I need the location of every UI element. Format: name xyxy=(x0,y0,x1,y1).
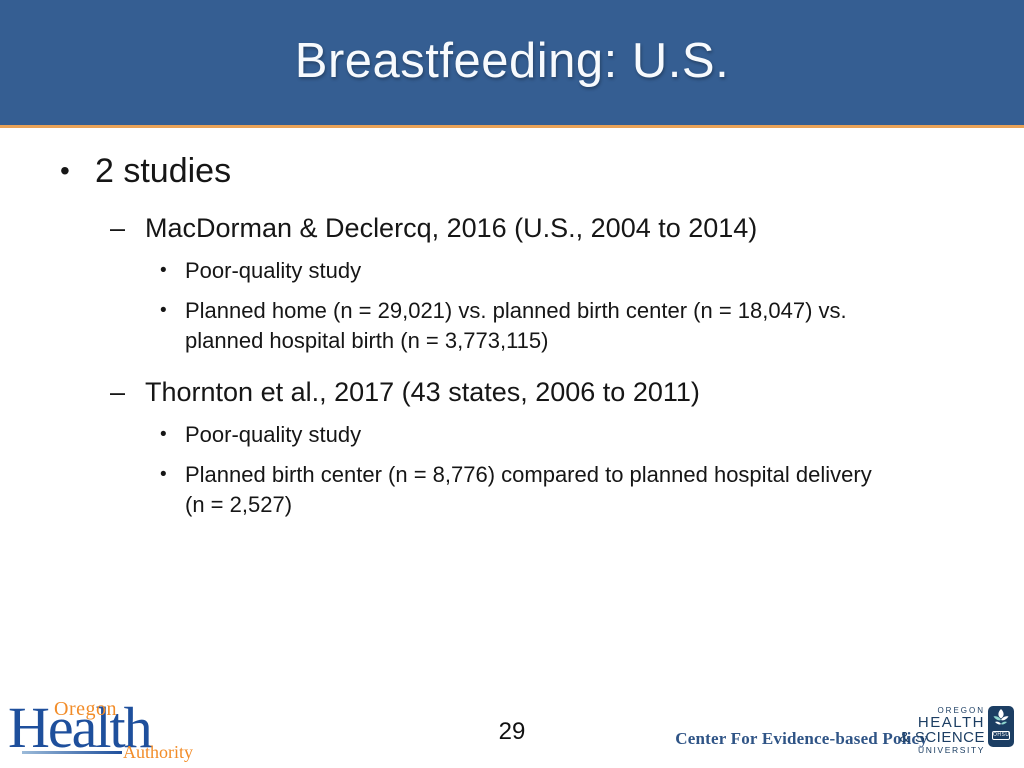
bullet-dot-icon: • xyxy=(160,300,167,321)
sub-bullet-text: Planned home (n = 29,021) vs. planned bi… xyxy=(185,296,847,356)
slide-body: • 2 studies – MacDorman & Declercq, 2016… xyxy=(0,150,1024,520)
study-heading-text: Thornton et al., 2017 (43 states, 2006 t… xyxy=(145,377,700,407)
ohsu-university-label: UNIVERSITY xyxy=(917,745,985,755)
ohsu-badge: OHSU xyxy=(988,706,1014,747)
ohsu-science-label: & SCIENCE xyxy=(899,729,985,746)
oha-health-wordmark: Health xyxy=(8,695,153,760)
sub-bullet-line: (n = 2,527) xyxy=(185,492,293,517)
sub-bullet-line: Poor-quality study xyxy=(185,422,362,447)
bullet-dot-icon: • xyxy=(160,464,167,485)
bullet-dot-icon: • xyxy=(60,155,70,186)
cebp-wordmark: Center For Evidence-based Policy xyxy=(675,729,928,748)
page-number: 29 xyxy=(498,718,526,745)
ohsu-oregon-label: OREGON xyxy=(937,706,985,715)
slide-title: Breastfeeding: U.S. xyxy=(294,34,730,88)
bullet-dot-icon: • xyxy=(160,260,167,281)
sub-bullet-text: Poor-quality study xyxy=(185,420,361,450)
bullet-dot-icon: • xyxy=(160,424,167,445)
oha-authority-wordmark: Authority xyxy=(123,742,193,762)
oha-divider-line xyxy=(22,751,122,754)
sub-bullet-line: Poor-quality study xyxy=(185,258,362,283)
bullet-item-level1: • 2 studies xyxy=(0,150,1024,192)
study-heading: – MacDorman & Declercq, 2016 (U.S., 2004… xyxy=(0,210,1024,246)
slide-footer: Health Oregon Authority 29 Center For Ev… xyxy=(0,690,1024,768)
sub-bullet-item: • Planned home (n = 29,021) vs. planned … xyxy=(0,296,1024,356)
sub-bullet-text: Planned birth center (n = 8,776) compare… xyxy=(185,460,872,520)
oha-oregon-wordmark: Oregon xyxy=(54,698,117,720)
bullet-text: 2 studies xyxy=(95,152,232,190)
study-heading: – Thornton et al., 2017 (43 states, 2006… xyxy=(0,374,1024,410)
ohsu-wordmark: OREGON HEALTH & SCIENCE UNIVERSITY xyxy=(900,706,985,756)
sub-bullet-line: Planned birth center (n = 8,776) compare… xyxy=(185,462,872,487)
dash-marker-icon: – xyxy=(110,213,126,243)
sub-bullet-line: planned hospital birth (n = 3,773,115) xyxy=(185,328,549,353)
oregon-health-authority-logo: Health Oregon Authority xyxy=(8,698,208,764)
ohsu-logo: OREGON HEALTH & SCIENCE UNIVERSITY OHSU xyxy=(900,706,1014,756)
ohsu-mini-label: OHSU xyxy=(992,731,1010,740)
dash-marker-icon: – xyxy=(110,377,126,407)
sub-bullet-item: • Poor-quality study xyxy=(0,256,1024,286)
study-heading-text: MacDorman & Declercq, 2016 (U.S., 2004 t… xyxy=(145,213,758,243)
slide-title-bar: Breastfeeding: U.S. xyxy=(0,0,1024,128)
sub-bullet-line: Planned home (n = 29,021) vs. planned bi… xyxy=(185,298,847,323)
sub-bullet-item: • Planned birth center (n = 8,776) compa… xyxy=(0,460,1024,520)
sub-bullet-item: • Poor-quality study xyxy=(0,420,1024,450)
ohsu-health-label: HEALTH xyxy=(917,714,985,731)
sub-bullet-text: Poor-quality study xyxy=(185,256,361,286)
ohsu-leaf-icon xyxy=(993,709,1009,725)
